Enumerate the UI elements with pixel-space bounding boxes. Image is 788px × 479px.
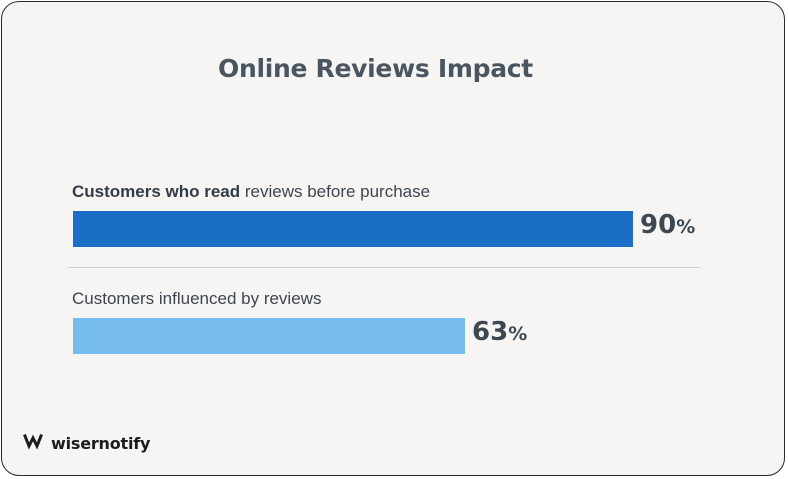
bar-label-rest: Customers influenced by reviews <box>72 289 322 308</box>
value-unit: % <box>676 216 696 238</box>
bar-label-read-reviews: Customers who read reviews before purcha… <box>72 182 430 202</box>
brand-name: wisernotify <box>51 434 151 453</box>
bar-read-reviews <box>73 211 633 247</box>
divider <box>68 267 700 268</box>
bar-value-influenced: 63% <box>472 317 527 347</box>
value-number: 90 <box>640 210 677 240</box>
bar-value-read-reviews: 90% <box>640 210 695 240</box>
value-number: 63 <box>472 317 509 347</box>
brand: wisernotify <box>23 432 150 455</box>
bar-label-influenced: Customers influenced by reviews <box>72 289 321 309</box>
chart-title: Online Reviews Impact <box>218 54 533 83</box>
wisernotify-logo-icon <box>23 432 45 455</box>
bar-label-bold: Customers who read <box>72 182 241 201</box>
value-unit: % <box>508 323 528 345</box>
bar-label-rest: reviews before purchase <box>240 182 431 201</box>
bar-influenced <box>73 318 465 354</box>
